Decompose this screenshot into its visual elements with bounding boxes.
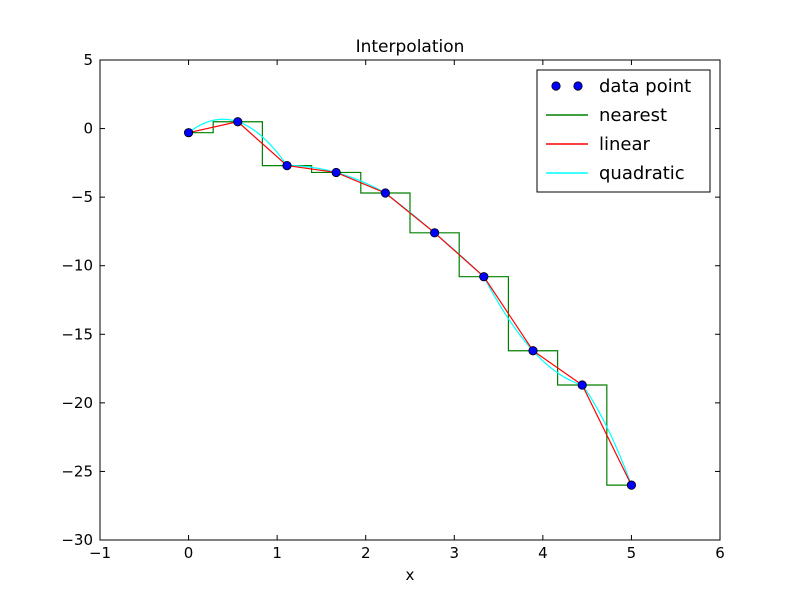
y-tick-label: −30 xyxy=(61,531,93,549)
y-tick-label: −15 xyxy=(61,325,93,343)
data-point-marker xyxy=(577,380,587,390)
data-point-marker xyxy=(528,346,538,356)
chart-title: Interpolation xyxy=(356,37,465,57)
data-point-marker xyxy=(183,128,194,138)
y-tick-label: 0 xyxy=(83,120,93,138)
series-layer xyxy=(183,117,637,490)
legend-label: linear xyxy=(599,134,651,155)
legend-label: nearest xyxy=(599,105,667,126)
legend-box xyxy=(536,69,711,193)
y-tick-label: −25 xyxy=(61,462,93,480)
y-tick-label: −5 xyxy=(71,188,93,206)
x-tick-label: 3 xyxy=(450,544,460,562)
x-tick-label: 2 xyxy=(361,544,371,562)
x-tick-label: 5 xyxy=(627,544,637,562)
data-point-marker xyxy=(233,117,243,127)
y-tick-label: −10 xyxy=(61,257,93,275)
data-point-marker xyxy=(626,480,637,490)
x-axis-label: x xyxy=(406,566,415,584)
data-point-marker xyxy=(282,161,292,171)
axes-frame xyxy=(99,59,721,541)
legend-label: data point xyxy=(599,76,691,97)
legend: data point nearest linear quadratic xyxy=(536,69,711,193)
ticks-layer: −1 0 1 2 3 4 5 6−30−25−20−15−10−505 xyxy=(61,51,724,562)
series-linear-line xyxy=(188,121,632,486)
data-point-marker xyxy=(479,272,489,282)
data-point-marker xyxy=(430,228,440,238)
legend-marker-data-point-left xyxy=(551,81,561,91)
x-tick-label: 1 xyxy=(272,544,282,562)
x-tick-label: 4 xyxy=(538,544,548,562)
legend-marker-data-point-right xyxy=(573,81,583,91)
x-tick-label: 6 xyxy=(715,544,725,562)
data-point-marker xyxy=(331,167,341,178)
y-tick-label: −20 xyxy=(61,394,93,412)
x-tick-label: −1 xyxy=(89,544,111,562)
data-point-marker xyxy=(380,188,390,198)
x-tick-label: 0 xyxy=(184,544,194,562)
legend-label: quadratic xyxy=(599,163,685,184)
y-tick-label: 5 xyxy=(83,51,93,69)
